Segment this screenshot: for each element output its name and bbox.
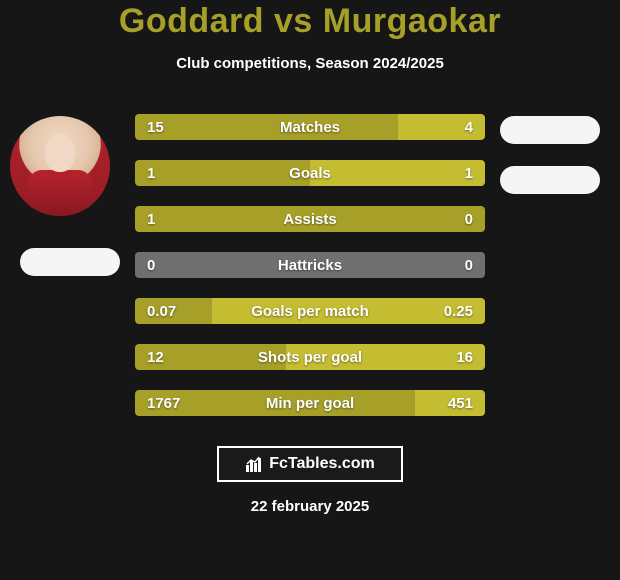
stat-bar-left-seg: [135, 298, 212, 324]
stat-bar: 00Hattricks: [135, 252, 485, 278]
stat-bar-right-seg: [310, 160, 485, 186]
stat-bar-right-seg: [286, 344, 486, 370]
stat-bar-neutral: [135, 252, 485, 278]
brand-text: FcTables.com: [269, 455, 375, 473]
subtitle: Club competitions, Season 2024/2025: [176, 55, 444, 72]
stat-bar: 10Assists: [135, 206, 485, 232]
arena: 154Matches 11Goals 10Assists 00Hattricks 0.0…: [0, 108, 620, 580]
stat-bars: 154Matches 11Goals 10Assists 00Hattricks 0.0…: [135, 114, 485, 416]
stat-bar-left-seg: [135, 206, 485, 232]
player-right-name-pill-1: [500, 116, 600, 144]
stat-bar: 1767451Min per goal: [135, 390, 485, 416]
stat-bar-left-seg: [135, 160, 310, 186]
stat-bar: 11Goals: [135, 160, 485, 186]
date-text: 22 february 2025: [251, 498, 369, 515]
player-left-name-pill: [20, 248, 120, 276]
stat-bar: 0.070.25Goals per match: [135, 298, 485, 324]
stat-bar-left-seg: [135, 344, 286, 370]
page-title: Goddard vs Murgaokar: [119, 2, 501, 41]
brand-chart-icon: [245, 455, 263, 473]
brand-badge: FcTables.com: [217, 446, 403, 482]
comparison-card: Goddard vs Murgaokar Club competitions, …: [0, 0, 620, 580]
stat-bar-right-seg: [398, 114, 486, 140]
stat-bar: 154Matches: [135, 114, 485, 140]
stat-bar-left-seg: [135, 390, 415, 416]
stat-bar: 1216Shots per goal: [135, 344, 485, 370]
player-left-avatar: [10, 116, 110, 216]
stat-bar-right-seg: [415, 390, 485, 416]
player-right-name-pill-2: [500, 166, 600, 194]
stat-bar-right-seg: [212, 298, 485, 324]
stat-bar-left-seg: [135, 114, 398, 140]
